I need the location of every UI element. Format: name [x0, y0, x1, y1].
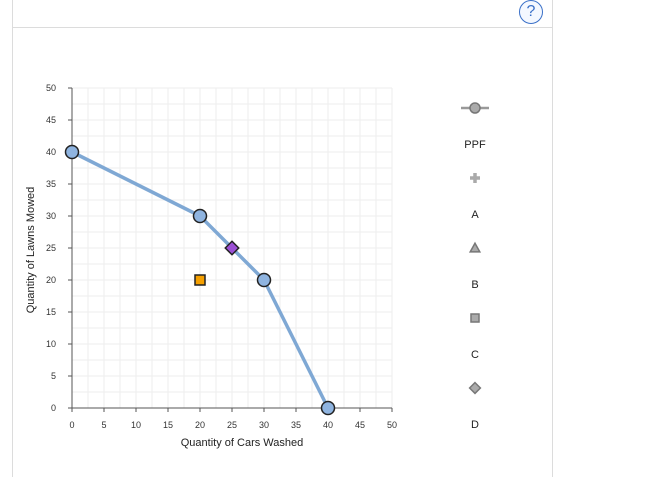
legend-label: B: [471, 279, 478, 291]
y-tick-label: 5: [51, 371, 56, 381]
legend-item-c[interactable]: C: [470, 313, 480, 361]
y-axis-ticks: 0 5 10 15 20 25 30 35 40 45 50: [46, 83, 72, 413]
legend-label: A: [471, 209, 479, 221]
help-button[interactable]: ?: [519, 0, 543, 24]
panel-top-border: [12, 0, 553, 27]
graph-panel: [12, 27, 553, 477]
x-tick-label: 25: [227, 420, 237, 430]
series-d-point[interactable]: [224, 240, 240, 256]
legend-plus-icon[interactable]: [470, 173, 480, 183]
x-tick-label: 5: [101, 420, 106, 430]
y-axis-label: Quantity of Lawns Mowed: [25, 187, 37, 314]
series-ppf-point[interactable]: [256, 272, 272, 288]
y-tick-label: 10: [46, 339, 56, 349]
legend-circle-icon[interactable]: [469, 102, 481, 114]
series-ppf-point[interactable]: [192, 208, 208, 224]
legend-label: D: [471, 419, 479, 431]
legend-item-b[interactable]: B: [468, 241, 482, 291]
series-ppf-point[interactable]: [64, 144, 80, 160]
y-tick-label: 20: [46, 275, 56, 285]
legend-item-d[interactable]: D: [468, 381, 482, 431]
legend-item-a[interactable]: A: [470, 173, 480, 221]
y-tick-label: 35: [46, 179, 56, 189]
x-tick-label: 40: [323, 420, 333, 430]
legend-triangle-icon[interactable]: [468, 241, 482, 253]
y-tick-label: 15: [46, 307, 56, 317]
x-axis-label: Quantity of Cars Washed: [181, 437, 303, 449]
x-axis-ticks: 0 5 10 15 20 25 30 35 40 45 50: [69, 408, 397, 430]
x-tick-label: 15: [163, 420, 173, 430]
y-tick-label: 30: [46, 211, 56, 221]
legend-diamond-icon[interactable]: [468, 381, 482, 395]
x-tick-label: 35: [291, 420, 301, 430]
series-c-point[interactable]: [194, 274, 206, 286]
x-tick-label: 10: [131, 420, 141, 430]
y-tick-label: 45: [46, 115, 56, 125]
y-tick-label: 25: [46, 243, 56, 253]
ppf-chart[interactable]: 0 5 10 15 20 25 30 35 40 45 50 0 5 10 15 20 25 30 35 40 45 5…: [0, 0, 671, 466]
legend-item-ppf[interactable]: PPF: [461, 102, 489, 151]
x-tick-label: 45: [355, 420, 365, 430]
x-tick-label: 0: [69, 420, 74, 430]
x-tick-label: 30: [259, 420, 269, 430]
legend-label: C: [471, 349, 479, 361]
legend-square-icon[interactable]: [470, 313, 480, 323]
y-tick-label: 0: [51, 403, 56, 413]
x-tick-label: 20: [195, 420, 205, 430]
y-tick-label: 50: [46, 83, 56, 93]
legend[interactable]: PPF A B C D: [461, 102, 489, 431]
legend-label: PPF: [464, 139, 486, 151]
series-layer[interactable]: [64, 144, 336, 416]
series-ppf-point[interactable]: [320, 400, 336, 416]
x-tick-label: 50: [387, 420, 397, 430]
y-tick-label: 40: [46, 147, 56, 157]
